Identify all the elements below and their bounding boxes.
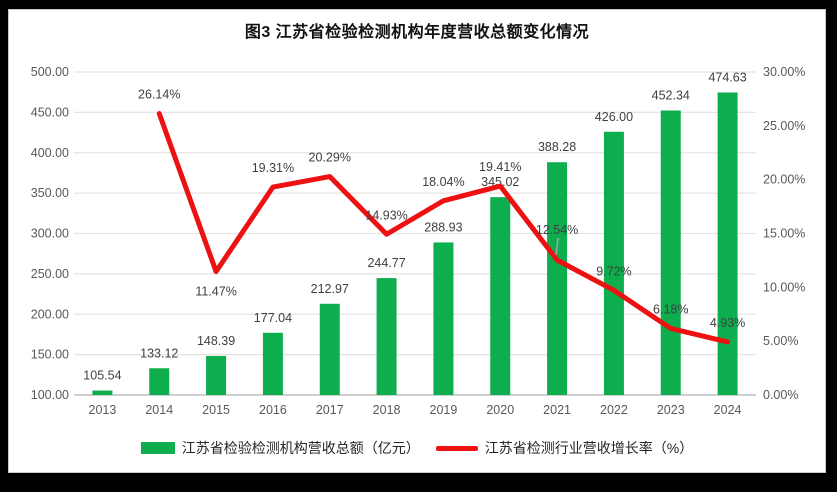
x-axis-tick-label: 2021 — [543, 403, 571, 417]
y-axis-tick-label-left: 200.00 — [31, 307, 69, 321]
bar-2023 — [660, 110, 681, 396]
line-value-label: 26.14% — [138, 88, 180, 102]
legend-item-growth: 江苏省检测行业营收增长率（%） — [435, 438, 694, 458]
bar-2018 — [376, 278, 397, 395]
y-axis-tick-label-left: 500.00 — [31, 65, 69, 79]
label-leader-line — [555, 237, 559, 256]
x-axis-tick-label: 2020 — [486, 403, 514, 417]
bar-2016 — [262, 332, 283, 395]
growth-rate-line — [156, 111, 731, 345]
x-axis-tick-label: 2014 — [145, 403, 173, 417]
x-axis-tick-label: 2024 — [714, 403, 742, 417]
x-axis-tick-label: 2018 — [373, 403, 401, 417]
bar-value-label: 288.93 — [424, 220, 462, 234]
y-axis-tick-label-right: 5.00% — [763, 334, 798, 348]
x-axis-tick-label: 2017 — [316, 403, 344, 417]
bar-value-label: 388.28 — [538, 140, 576, 154]
line-value-label: 9.72% — [596, 264, 631, 278]
chart-title: 图3 江苏省检验检测机构年度营收总额变化情况 — [244, 24, 590, 41]
y-axis-tick-label-left: 250.00 — [31, 267, 69, 281]
y-axis-tick-label-right: 25.00% — [763, 119, 805, 133]
bar-2017 — [319, 303, 340, 395]
x-axis-tick-label: 2015 — [202, 403, 230, 417]
x-axis-tick-label: 2019 — [430, 403, 458, 417]
bar-value-label: 105.54 — [83, 369, 121, 383]
bar-2021 — [547, 162, 568, 395]
y-axis-tick-label-left: 150.00 — [31, 348, 69, 362]
bar-value-label: 133.12 — [140, 346, 178, 360]
y-axis-tick-label-right: 20.00% — [763, 173, 805, 187]
y-axis-tick-label-right: 0.00% — [763, 388, 798, 402]
line-value-label: 19.31% — [252, 161, 294, 175]
bar-value-label: 177.04 — [254, 311, 292, 325]
bar-2014 — [149, 368, 170, 395]
x-axis-tick-label: 2023 — [657, 403, 685, 417]
x-axis-tick-label: 2022 — [600, 403, 628, 417]
bar-2022 — [603, 131, 624, 395]
y-axis-tick-label-right: 15.00% — [763, 227, 805, 241]
legend-item-revenue: 江苏省检验检测机构营收总额（亿元） — [140, 438, 420, 458]
y-axis-tick-label-left: 100.00 — [31, 388, 69, 402]
line-value-label: 19.41% — [479, 160, 521, 174]
line-value-label: 11.47% — [195, 285, 236, 299]
bar-value-label: 244.77 — [367, 256, 405, 270]
bar-2015 — [206, 355, 227, 395]
line-value-label: 18.04% — [422, 175, 464, 189]
line-value-label: 4.93% — [710, 316, 745, 330]
x-axis-tick-label: 2016 — [259, 403, 287, 417]
legend-bar-swatch-icon — [140, 442, 175, 454]
y-axis-tick-label-left: 300.00 — [31, 227, 69, 241]
bar-2013 — [92, 390, 113, 395]
line-value-label: 20.29% — [309, 151, 351, 165]
legend-line-swatch-icon — [435, 445, 478, 451]
bar-value-label: 148.39 — [197, 334, 235, 348]
bar-value-label: 345.02 — [481, 175, 519, 189]
line-value-label: 14.93% — [365, 208, 407, 222]
plot-area: 100.00 150.00 200.00 250.00 300.00 350.00 400.… — [31, 65, 806, 417]
y-axis-tick-label-left: 400.00 — [31, 146, 69, 160]
bar-value-label: 474.63 — [708, 70, 746, 84]
bar-2019 — [433, 242, 454, 395]
legend-label-growth: 江苏省检测行业营收增长率（%） — [484, 440, 694, 456]
y-axis-tick-label-left: 350.00 — [31, 186, 69, 200]
bar-2024 — [717, 92, 738, 396]
y-axis-tick-label-right: 10.00% — [763, 280, 805, 294]
line-value-label: 6.18% — [653, 302, 688, 316]
legend-label-revenue: 江苏省检验检测机构营收总额（亿元） — [181, 440, 420, 456]
bar-value-label: 426.00 — [595, 110, 633, 124]
y-axis-tick-label-right: 30.00% — [763, 65, 805, 79]
bar-2020 — [490, 197, 511, 395]
x-axis-tick-label: 2013 — [89, 403, 117, 417]
bar-value-label: 212.97 — [311, 282, 349, 296]
legend: 江苏省检验检测机构营收总额（亿元） 江苏省检测行业营收增长率（%） — [9, 438, 825, 458]
line-value-label: 12.54% — [536, 223, 578, 237]
chart-canvas: 图3 江苏省检验检测机构年度营收总额变化情况 100.00 150.00 200.0… — [8, 9, 826, 473]
bar-value-label: 452.34 — [652, 88, 690, 102]
y-axis-tick-label-left: 450.00 — [31, 105, 69, 119]
